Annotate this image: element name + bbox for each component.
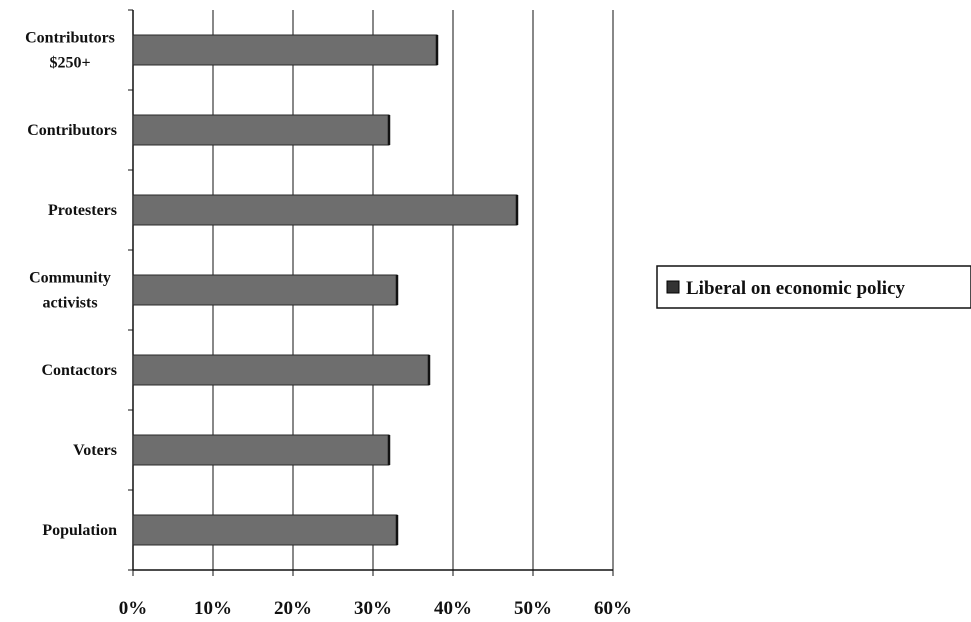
x-tick-label: 50%	[514, 598, 552, 619]
bar	[132, 194, 518, 226]
bar	[132, 434, 390, 466]
category-label: Community activists	[29, 270, 111, 312]
legend-box	[656, 265, 971, 309]
category-label: Population	[42, 522, 117, 539]
category-label: Contributors $250+	[25, 30, 115, 72]
legend-swatch	[666, 280, 680, 294]
bar	[132, 354, 430, 386]
bar	[132, 514, 398, 546]
x-tick-label: 30%	[354, 598, 392, 619]
x-tick-label: 60%	[594, 598, 632, 619]
bar	[132, 114, 390, 146]
category-label: Contributors	[27, 122, 117, 139]
x-tick-label: 20%	[274, 598, 312, 619]
x-tick-label: 40%	[434, 598, 472, 619]
x-tick-label: 0%	[119, 598, 148, 619]
x-tick-label: 10%	[194, 598, 232, 619]
category-labels: Contributors $250+ Contributors Protesters C…	[25, 30, 117, 540]
bar	[132, 34, 438, 66]
x-tick-labels: 0% 10% 20% 30% 40% 50% 60%	[119, 598, 632, 619]
category-label: Contactors	[41, 362, 117, 379]
category-label: Protesters	[48, 202, 117, 219]
bars	[132, 34, 519, 546]
legend-label: Liberal on economic policy	[686, 278, 906, 299]
bar	[132, 274, 398, 306]
legend: Liberal on economic policy	[656, 265, 971, 309]
category-label: Voters	[73, 442, 117, 459]
